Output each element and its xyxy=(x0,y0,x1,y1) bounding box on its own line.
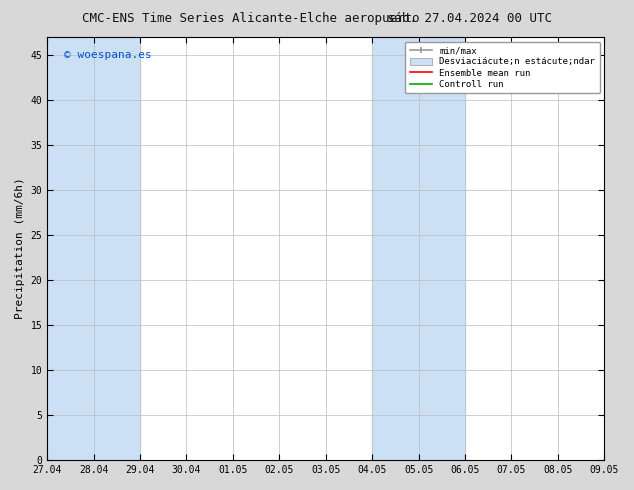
Y-axis label: Precipitation (mm/6h): Precipitation (mm/6h) xyxy=(15,178,25,319)
Text: © woespana.es: © woespana.es xyxy=(64,50,152,60)
Legend: min/max, Desviaciácute;n estácute;ndar, Ensemble mean run, Controll run: min/max, Desviaciácute;n estácute;ndar, … xyxy=(405,42,600,94)
Text: sáb. 27.04.2024 00 UTC: sáb. 27.04.2024 00 UTC xyxy=(387,12,552,25)
Bar xyxy=(47,37,140,460)
Text: CMC-ENS Time Series Alicante-Elche aeropuerto: CMC-ENS Time Series Alicante-Elche aerop… xyxy=(82,12,420,25)
Bar xyxy=(372,37,465,460)
